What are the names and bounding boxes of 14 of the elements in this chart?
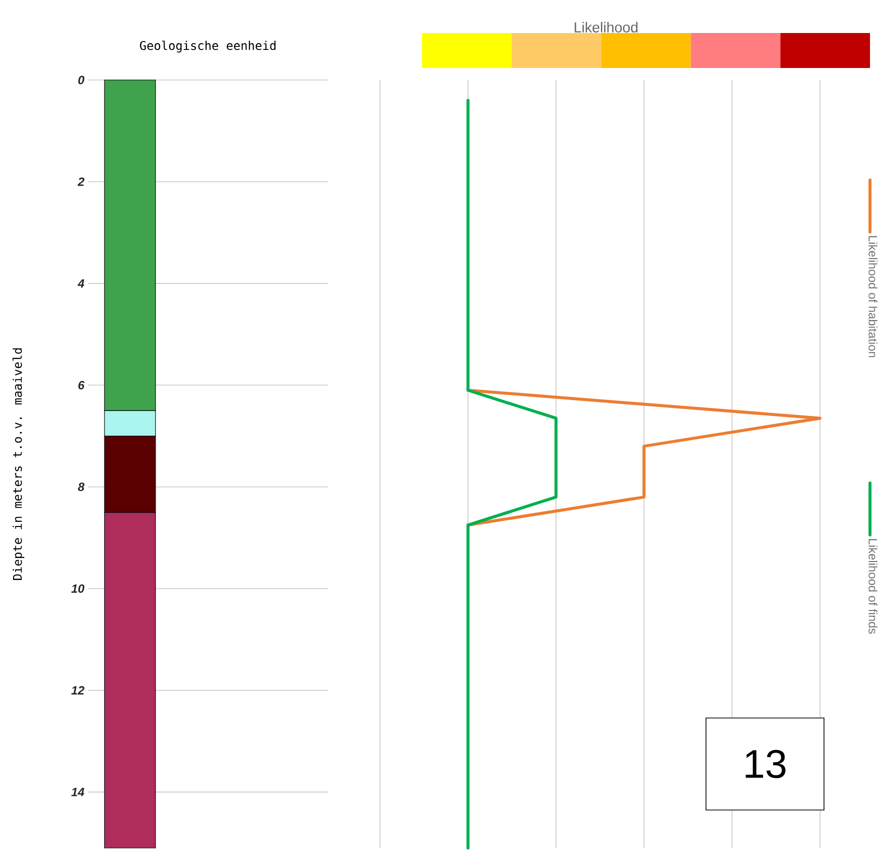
text: Likelihood of finds <box>868 539 878 634</box>
y-tick-label: 6 <box>78 380 85 390</box>
y-tick-label: 2 <box>78 178 84 186</box>
y-tick-label: 0 <box>78 76 84 84</box>
text: Likelihood of habitation <box>868 236 878 358</box>
y-tick-label: 10 <box>71 584 84 593</box>
y-tick-label: 12 <box>71 686 84 695</box>
y-tick-label: 8 <box>78 482 84 492</box>
y-tick-label: 4 <box>78 279 84 288</box>
y-tick-label: 14 <box>71 788 84 796</box>
color-bar-title: Likelihood <box>574 22 638 32</box>
chart-title: Geologische eenheid <box>140 40 276 52</box>
y-axis-title: Diepte in meters t.o.v. maaiveld <box>12 348 24 580</box>
annotation: 13 <box>746 750 786 778</box>
